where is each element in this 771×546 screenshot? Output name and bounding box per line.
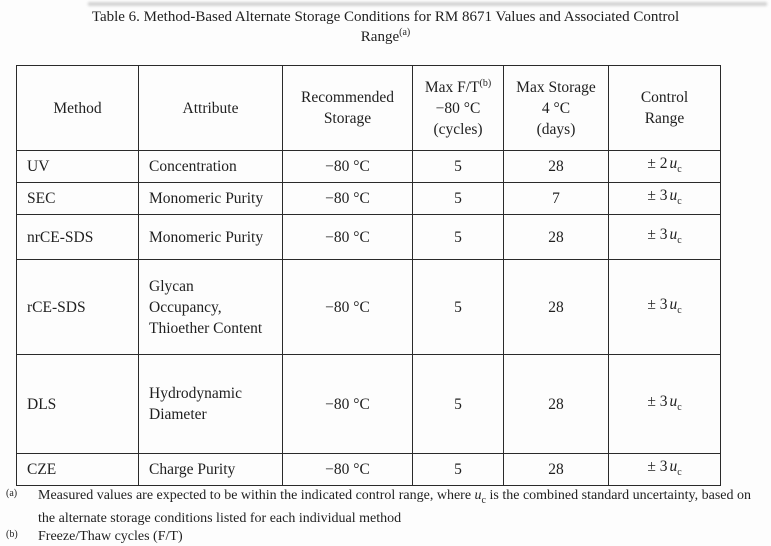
header-max-ft-text: Max F/T (424, 78, 480, 96)
uncertainty-symbol: u (474, 488, 482, 503)
cell-days: 7 (503, 182, 609, 216)
table-caption-text: Table 6. Method-Based Alternate Storage … (91, 9, 680, 45)
cell-control-range: ± 3 uc (608, 354, 721, 455)
cell-attribute: Monomeric Purity (138, 214, 283, 261)
cell-method: UV (16, 149, 139, 184)
cell-days: 28 (503, 214, 609, 261)
uncertainty-subscript: c (677, 164, 682, 176)
cell-cycles: 5 (412, 149, 504, 184)
control-range-value: ± 2 (647, 155, 668, 172)
uncertainty-subscript: c (481, 494, 486, 506)
cell-cycles: 5 (412, 259, 504, 356)
scan-artifact-smudge (88, 2, 767, 6)
uncertainty-symbol: u (669, 458, 678, 476)
control-range-value: ± 3 (647, 225, 668, 243)
cell-method: SEC (16, 182, 139, 216)
uncertainty-symbol: u (669, 187, 678, 205)
table-row-rce-sds: rCE-SDS Glycan Occupancy, Thioether Cont… (16, 259, 721, 356)
table-row-cze: CZE Charge Purity −80 °C 5 28 ± 3 uc (16, 453, 721, 487)
header-max-storage: Max Storage 4 °C (days) (503, 65, 609, 151)
cell-method: CZE (16, 453, 139, 487)
cell-days: 28 (503, 259, 609, 356)
uncertainty-symbol: u (669, 155, 678, 172)
footnote-a-marker: (a) (6, 488, 18, 499)
control-range-value: ± 3 (647, 187, 668, 205)
header-max-ft-footnote-marker: (b) (479, 77, 492, 89)
cell-control-range: ± 2 uc (608, 149, 721, 184)
cell-storage: −80 °C (282, 214, 413, 261)
table-caption: Table 6. Method-Based Alternate Storage … (0, 7, 771, 47)
uncertainty-subscript: c (677, 196, 682, 208)
control-range-value: ± 3 (647, 295, 668, 313)
control-range-value: ± 3 (647, 458, 668, 476)
uncertainty-symbol: u (669, 295, 678, 313)
uncertainty-subscript: c (677, 234, 682, 246)
uncertainty-symbol: u (669, 225, 678, 243)
cell-attribute: Monomeric Purity (138, 182, 283, 216)
header-recommended-storage: Recommended Storage (282, 65, 413, 151)
table-row-uv: UV Concentration −80 °C 5 28 ± 2 uc (16, 149, 721, 184)
cell-attribute: Concentration (138, 149, 283, 184)
header-control-range: Control Range (608, 65, 721, 151)
table-row-dls: DLS Hydrodynamic Diameter −80 °C 5 28 ± … (16, 354, 721, 455)
cell-control-range: ± 3 uc (608, 259, 721, 356)
cell-method: nrCE-SDS (16, 214, 139, 261)
header-method: Method (16, 65, 139, 151)
footnote-a-text-before: Measured values are expected to be withi… (38, 488, 475, 503)
header-attribute: Attribute (138, 65, 283, 151)
cell-cycles: 5 (412, 214, 504, 261)
header-max-ft-detail: −80 °C (cycles) (433, 99, 483, 138)
cell-method: DLS (16, 354, 139, 455)
table-header-row: Method Attribute Recommended Storage Max… (16, 65, 721, 151)
table-row-sec: SEC Monomeric Purity −80 °C 5 7 ± 3 uc (16, 182, 721, 216)
cell-method: rCE-SDS (16, 259, 139, 356)
table-row-nrce-sds: nrCE-SDS Monomeric Purity −80 °C 5 28 ± … (16, 214, 721, 261)
cell-control-range: ± 3 uc (608, 453, 721, 487)
cell-cycles: 5 (412, 453, 504, 487)
cell-attribute: Glycan Occupancy, Thioether Content (138, 259, 283, 356)
storage-conditions-table: Method Attribute Recommended Storage Max… (16, 65, 721, 487)
table-caption-footnote-marker: (a) (399, 27, 411, 38)
footnote-a-text: Measured values are expected to be withi… (38, 487, 769, 528)
cell-cycles: 5 (412, 354, 504, 455)
cell-days: 28 (503, 149, 609, 184)
uncertainty-subscript: c (677, 467, 682, 479)
cell-storage: −80 °C (282, 354, 413, 455)
cell-storage: −80 °C (282, 149, 413, 184)
cell-days: 28 (503, 453, 609, 487)
footnote-a: (a) Measured values are expected to be w… (4, 487, 769, 528)
cell-control-range: ± 3 uc (608, 214, 721, 261)
cell-storage: −80 °C (282, 259, 413, 356)
footnote-a-text-after: is the combined standard uncertainty, ba… (38, 488, 752, 526)
footnotes: (a) Measured values are expected to be w… (4, 487, 769, 546)
cell-attribute: Hydrodynamic Diameter (138, 354, 283, 455)
cell-control-range: ± 3 uc (608, 182, 721, 216)
cell-storage: −80 °C (282, 182, 413, 216)
header-max-ft: Max F/T(b) −80 °C (cycles) (412, 65, 504, 151)
footnote-b: (b) Freeze/Thaw cycles (F/T) (4, 528, 769, 546)
cell-attribute: Charge Purity (138, 453, 283, 487)
uncertainty-symbol: u (669, 392, 678, 410)
cell-days: 28 (503, 354, 609, 455)
footnote-b-marker: (b) (6, 528, 18, 540)
control-range-value: ± 3 (647, 392, 668, 410)
uncertainty-subscript: c (677, 401, 682, 413)
uncertainty-subscript: c (677, 304, 682, 316)
footnote-b-text: Freeze/Thaw cycles (F/T) (38, 528, 183, 544)
cell-storage: −80 °C (282, 453, 413, 487)
cell-cycles: 5 (412, 182, 504, 216)
